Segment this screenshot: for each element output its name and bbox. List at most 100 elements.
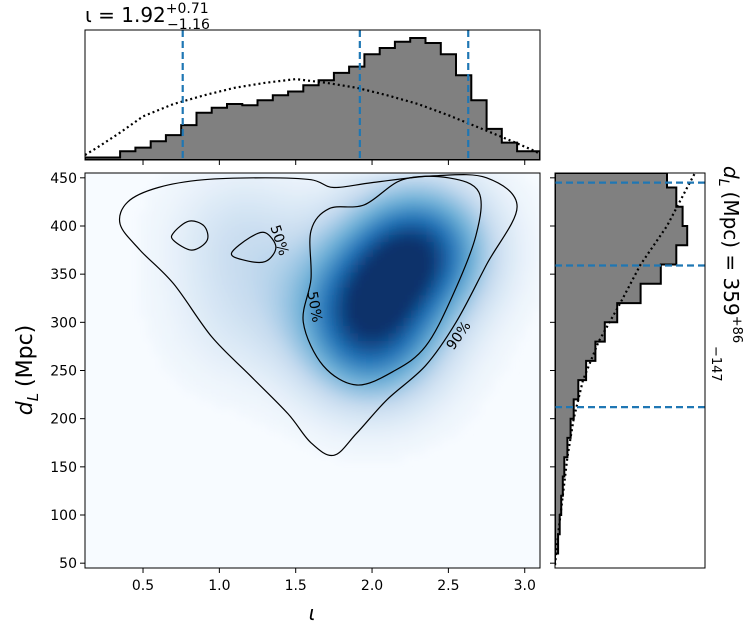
- density-cell: [312, 446, 321, 455]
- density-cell: [206, 294, 215, 303]
- density-cell: [517, 324, 526, 334]
- density-cell: [532, 233, 540, 243]
- density-cell: [449, 416, 458, 425]
- density-cell: [206, 347, 215, 357]
- density-cell: [365, 309, 374, 319]
- density-cell: [229, 249, 238, 258]
- distance-prior-histogram: [555, 173, 696, 566]
- density-cell: [304, 347, 314, 357]
- density-cell: [304, 408, 314, 417]
- density-cell: [244, 218, 253, 227]
- density-cell: [358, 454, 367, 463]
- density-cell: [213, 317, 223, 326]
- density-cell: [433, 385, 443, 395]
- density-cell: [517, 271, 526, 281]
- density-cell: [395, 264, 405, 273]
- density-cell: [267, 362, 276, 372]
- density-cell: [456, 241, 465, 250]
- density-cell: [494, 188, 503, 197]
- density-cell: [297, 416, 306, 425]
- density-cell: [297, 256, 306, 265]
- density-cell: [365, 226, 374, 235]
- density-cell: [358, 279, 367, 288]
- density-cell: [335, 385, 344, 395]
- density-cell: [259, 271, 268, 281]
- density-cell: [365, 173, 374, 182]
- density-cell: [320, 309, 329, 319]
- density-cell: [471, 408, 481, 417]
- density-cell: [221, 173, 230, 182]
- density-cell: [183, 249, 192, 258]
- density-cell: [433, 408, 443, 417]
- density-cell: [176, 173, 185, 182]
- density-cell: [388, 203, 397, 212]
- density-cell: [380, 423, 390, 433]
- density-cell: [236, 173, 246, 182]
- density-cell: [395, 180, 405, 189]
- density-cell: [153, 180, 162, 189]
- density-cell: [153, 211, 162, 220]
- density-cell: [335, 233, 344, 243]
- density-cell: [395, 309, 405, 319]
- density-cell: [441, 249, 450, 258]
- density-cell: [358, 286, 367, 296]
- density-cell: [297, 378, 306, 387]
- density-cell: [297, 211, 306, 220]
- density-cell: [418, 408, 428, 417]
- density-cell: [229, 317, 238, 326]
- density-cell: [289, 294, 299, 303]
- density-cell: [395, 370, 405, 379]
- density-cell: [380, 286, 390, 296]
- density-cell: [426, 431, 435, 440]
- density-cell: [320, 279, 329, 288]
- density-cell: [380, 226, 390, 235]
- density-cell: [297, 408, 306, 417]
- density-cell: [350, 385, 359, 395]
- density-cell: [289, 385, 299, 395]
- density-cell: [335, 438, 344, 448]
- density-cell: [365, 446, 374, 455]
- density-cell: [395, 423, 405, 433]
- density-cell: [312, 309, 321, 319]
- density-cell: [395, 385, 405, 395]
- density-cell: [251, 256, 261, 265]
- density-cell: [183, 188, 192, 197]
- density-cell: [282, 249, 291, 258]
- density-cell: [183, 309, 192, 319]
- density-cell: [213, 211, 223, 220]
- density-cell: [183, 211, 192, 220]
- density-cell: [183, 180, 192, 189]
- density-cell: [395, 446, 405, 455]
- density-cell: [236, 340, 246, 349]
- density-cell: [198, 294, 208, 303]
- density-cell: [168, 180, 177, 189]
- density-cell: [236, 355, 246, 364]
- density-cell: [304, 173, 314, 182]
- density-cell: [532, 241, 540, 250]
- density-cell: [320, 249, 329, 258]
- density-cell: [206, 203, 215, 212]
- density-cell: [380, 233, 390, 243]
- density-cell: [388, 249, 397, 258]
- density-cell: [502, 362, 511, 372]
- density-cell: [479, 264, 488, 273]
- density-cell: [449, 317, 458, 326]
- density-cell: [289, 370, 299, 379]
- density-cell: [365, 203, 374, 212]
- density-cell: [358, 195, 367, 205]
- density-cell: [388, 408, 397, 417]
- density-cell: [486, 332, 496, 341]
- density-cell: [274, 347, 283, 357]
- density-cell: [449, 370, 458, 379]
- density-cell: [464, 279, 473, 288]
- density-cell: [486, 249, 496, 258]
- density-cell: [153, 309, 162, 319]
- density-cell: [145, 279, 155, 288]
- density-cell: [395, 438, 405, 448]
- density-cell: [274, 286, 283, 296]
- density-cell: [206, 195, 215, 205]
- density-cell: [335, 218, 344, 227]
- density-cell: [145, 226, 155, 235]
- density-cell: [297, 188, 306, 197]
- density-cell: [267, 218, 276, 227]
